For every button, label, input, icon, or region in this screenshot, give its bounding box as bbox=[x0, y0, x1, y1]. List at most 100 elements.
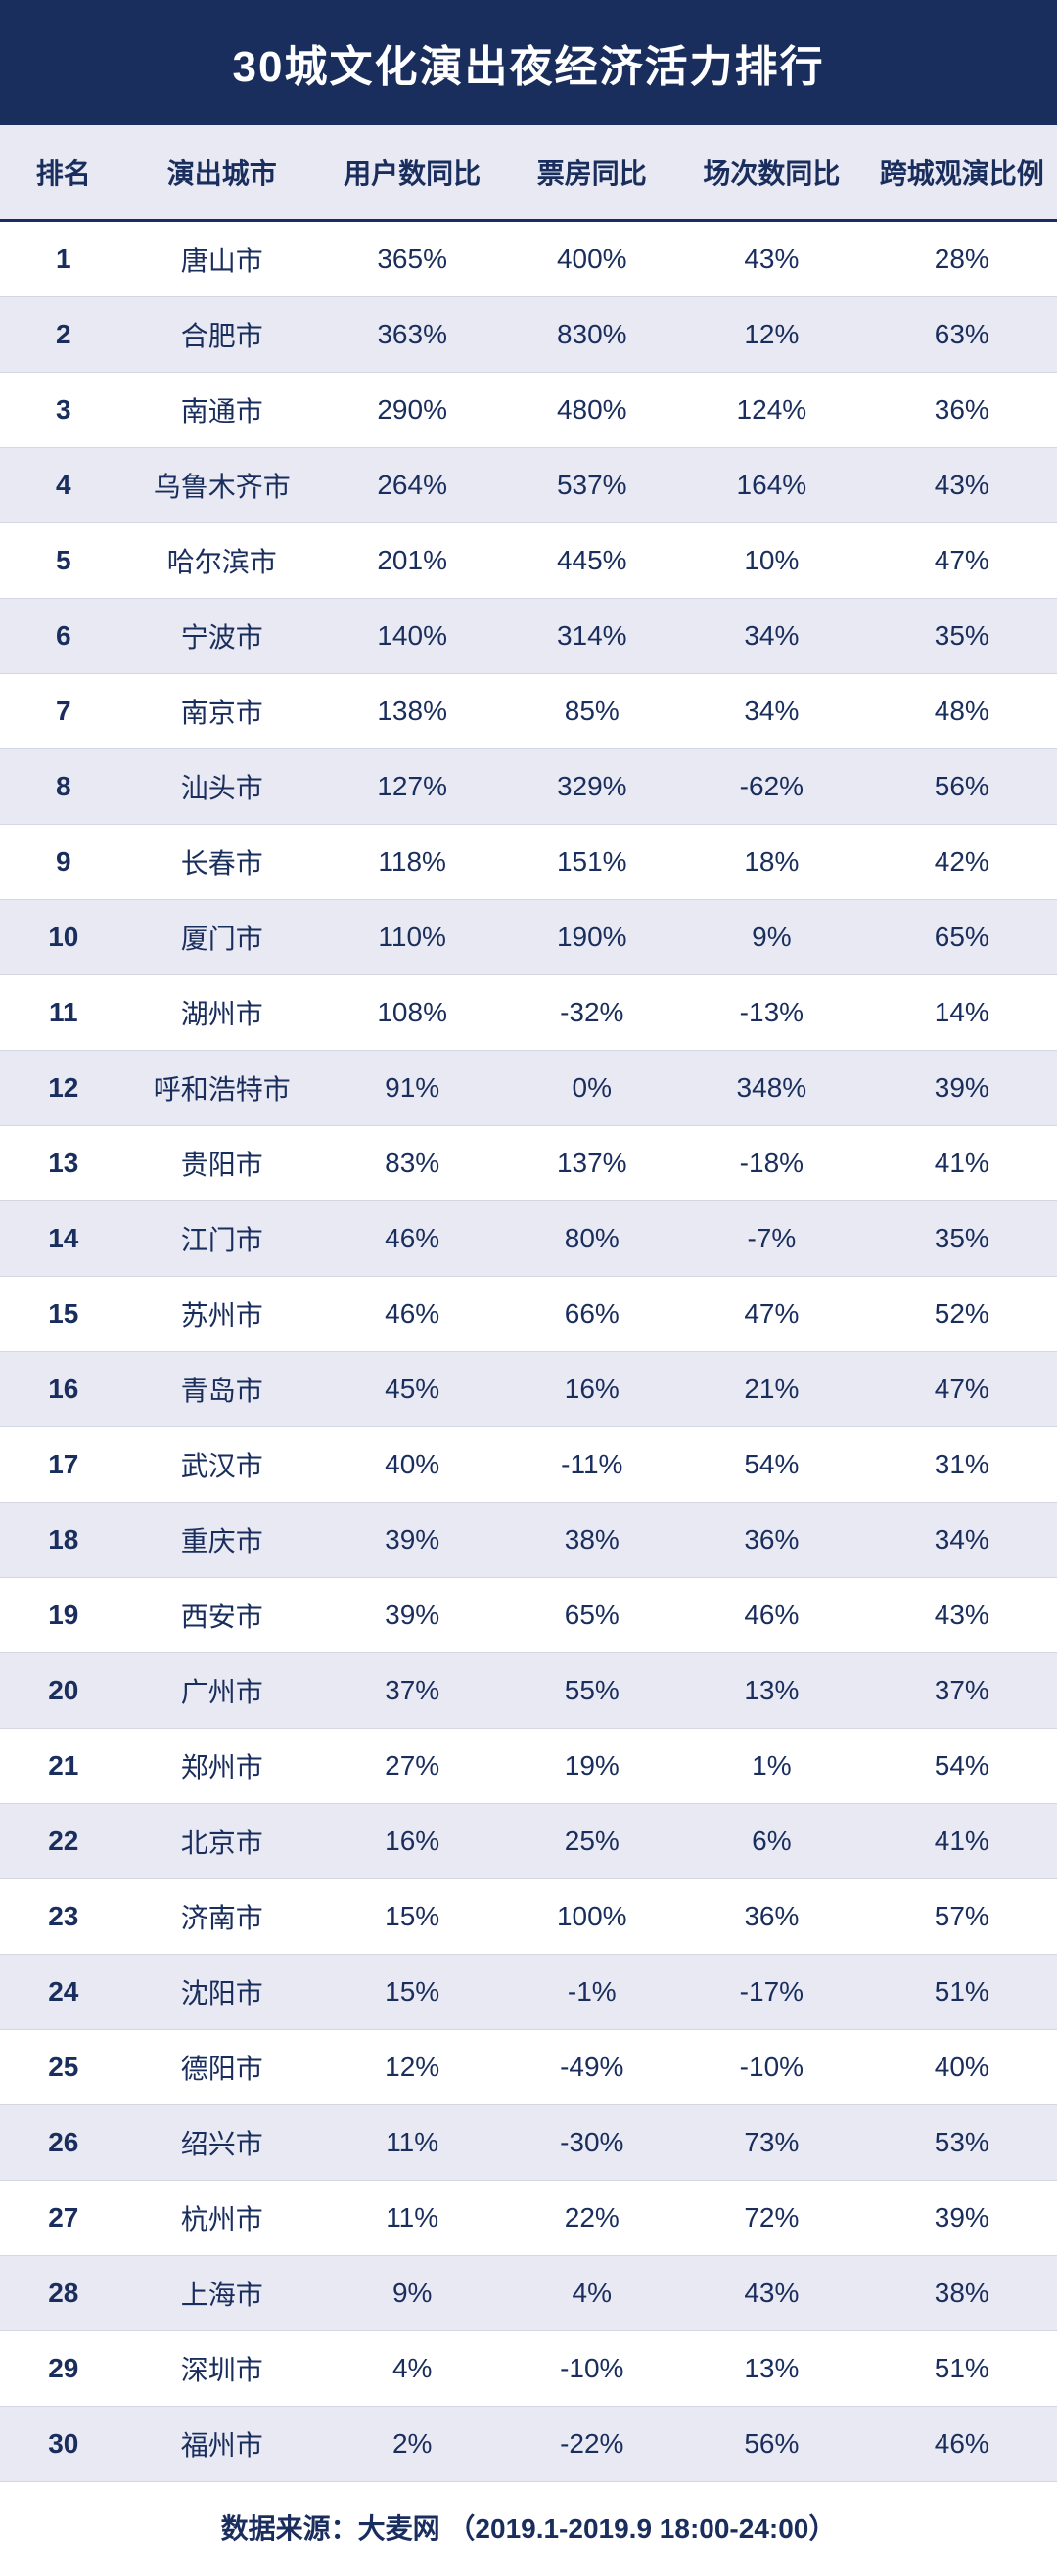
cell-city: 深圳市 bbox=[127, 2331, 317, 2407]
cell-shows: 36% bbox=[676, 1503, 866, 1578]
table-row: 1唐山市365%400%43%28% bbox=[0, 221, 1057, 297]
table-row: 26绍兴市11%-30%73%53% bbox=[0, 2105, 1057, 2181]
col-header-rank: 排名 bbox=[0, 125, 127, 221]
cell-box: 4% bbox=[507, 2256, 676, 2331]
table-row: 18重庆市39%38%36%34% bbox=[0, 1503, 1057, 1578]
cell-box: -30% bbox=[507, 2105, 676, 2181]
cell-city: 郑州市 bbox=[127, 1729, 317, 1804]
cell-shows: 6% bbox=[676, 1804, 866, 1879]
cell-users: 46% bbox=[317, 1201, 507, 1277]
cell-users: 16% bbox=[317, 1804, 507, 1879]
cell-shows: 1% bbox=[676, 1729, 866, 1804]
cell-cross: 43% bbox=[867, 448, 1057, 523]
cell-city: 长春市 bbox=[127, 825, 317, 900]
cell-city: 上海市 bbox=[127, 2256, 317, 2331]
table-row: 5哈尔滨市201%445%10%47% bbox=[0, 523, 1057, 599]
cell-shows: 56% bbox=[676, 2407, 866, 2482]
cell-cross: 52% bbox=[867, 1277, 1057, 1352]
cell-shows: -62% bbox=[676, 749, 866, 825]
cell-box: 400% bbox=[507, 221, 676, 297]
cell-rank: 17 bbox=[0, 1427, 127, 1503]
cell-users: 15% bbox=[317, 1955, 507, 2030]
col-header-shows: 场次数同比 bbox=[676, 125, 866, 221]
cell-box: 537% bbox=[507, 448, 676, 523]
cell-city: 湖州市 bbox=[127, 975, 317, 1051]
cell-box: 55% bbox=[507, 1653, 676, 1729]
table-row: 11湖州市108%-32%-13%14% bbox=[0, 975, 1057, 1051]
cell-shows: 18% bbox=[676, 825, 866, 900]
cell-rank: 8 bbox=[0, 749, 127, 825]
cell-shows: -10% bbox=[676, 2030, 866, 2105]
cell-rank: 12 bbox=[0, 1051, 127, 1126]
cell-box: 190% bbox=[507, 900, 676, 975]
cell-shows: 54% bbox=[676, 1427, 866, 1503]
cell-cross: 39% bbox=[867, 2181, 1057, 2256]
cell-rank: 13 bbox=[0, 1126, 127, 1201]
cell-cross: 31% bbox=[867, 1427, 1057, 1503]
cell-shows: 73% bbox=[676, 2105, 866, 2181]
cell-rank: 3 bbox=[0, 373, 127, 448]
cell-city: 广州市 bbox=[127, 1653, 317, 1729]
cell-city: 合肥市 bbox=[127, 297, 317, 373]
cell-city: 济南市 bbox=[127, 1879, 317, 1955]
cell-city: 杭州市 bbox=[127, 2181, 317, 2256]
cell-box: 80% bbox=[507, 1201, 676, 1277]
cell-rank: 30 bbox=[0, 2407, 127, 2482]
cell-shows: 348% bbox=[676, 1051, 866, 1126]
cell-rank: 27 bbox=[0, 2181, 127, 2256]
cell-cross: 14% bbox=[867, 975, 1057, 1051]
cell-city: 南京市 bbox=[127, 674, 317, 749]
cell-rank: 14 bbox=[0, 1201, 127, 1277]
cell-shows: 9% bbox=[676, 900, 866, 975]
cell-users: 91% bbox=[317, 1051, 507, 1126]
cell-users: 4% bbox=[317, 2331, 507, 2407]
cell-city: 绍兴市 bbox=[127, 2105, 317, 2181]
cell-rank: 5 bbox=[0, 523, 127, 599]
cell-city: 重庆市 bbox=[127, 1503, 317, 1578]
cell-cross: 65% bbox=[867, 900, 1057, 975]
cell-rank: 28 bbox=[0, 2256, 127, 2331]
table-row: 13贵阳市83%137%-18%41% bbox=[0, 1126, 1057, 1201]
cell-cross: 36% bbox=[867, 373, 1057, 448]
cell-users: 2% bbox=[317, 2407, 507, 2482]
col-header-cross: 跨城观演比例 bbox=[867, 125, 1057, 221]
cell-users: 27% bbox=[317, 1729, 507, 1804]
cell-rank: 2 bbox=[0, 297, 127, 373]
cell-rank: 6 bbox=[0, 599, 127, 674]
table-row: 28上海市9%4%43%38% bbox=[0, 2256, 1057, 2331]
cell-city: 厦门市 bbox=[127, 900, 317, 975]
cell-box: 830% bbox=[507, 297, 676, 373]
table-row: 12呼和浩特市91%0%348%39% bbox=[0, 1051, 1057, 1126]
cell-users: 12% bbox=[317, 2030, 507, 2105]
cell-box: -32% bbox=[507, 975, 676, 1051]
cell-city: 贵阳市 bbox=[127, 1126, 317, 1201]
cell-shows: 43% bbox=[676, 221, 866, 297]
data-source-footer: 数据来源：大麦网 （2019.1-2019.9 18:00-24:00） bbox=[0, 2482, 1057, 2576]
cell-shows: 72% bbox=[676, 2181, 866, 2256]
cell-box: 151% bbox=[507, 825, 676, 900]
cell-city: 德阳市 bbox=[127, 2030, 317, 2105]
table-row: 7南京市138%85%34%48% bbox=[0, 674, 1057, 749]
cell-box: 329% bbox=[507, 749, 676, 825]
cell-cross: 43% bbox=[867, 1578, 1057, 1653]
cell-users: 110% bbox=[317, 900, 507, 975]
cell-shows: -7% bbox=[676, 1201, 866, 1277]
cell-users: 138% bbox=[317, 674, 507, 749]
cell-shows: 10% bbox=[676, 523, 866, 599]
cell-cross: 34% bbox=[867, 1503, 1057, 1578]
cell-cross: 41% bbox=[867, 1804, 1057, 1879]
table-row: 21郑州市27%19%1%54% bbox=[0, 1729, 1057, 1804]
table-row: 9长春市118%151%18%42% bbox=[0, 825, 1057, 900]
table-row: 20广州市37%55%13%37% bbox=[0, 1653, 1057, 1729]
cell-cross: 54% bbox=[867, 1729, 1057, 1804]
ranking-table: 排名 演出城市 用户数同比 票房同比 场次数同比 跨城观演比例 1唐山市365%… bbox=[0, 125, 1057, 2482]
cell-rank: 25 bbox=[0, 2030, 127, 2105]
cell-city: 武汉市 bbox=[127, 1427, 317, 1503]
cell-cross: 35% bbox=[867, 599, 1057, 674]
cell-rank: 20 bbox=[0, 1653, 127, 1729]
cell-box: 25% bbox=[507, 1804, 676, 1879]
cell-cross: 47% bbox=[867, 523, 1057, 599]
cell-rank: 24 bbox=[0, 1955, 127, 2030]
ranking-table-container: 30城文化演出夜经济活力排行 排名 演出城市 用户数同比 票房同比 场次数同比 … bbox=[0, 0, 1057, 2576]
table-header-row: 排名 演出城市 用户数同比 票房同比 场次数同比 跨城观演比例 bbox=[0, 125, 1057, 221]
